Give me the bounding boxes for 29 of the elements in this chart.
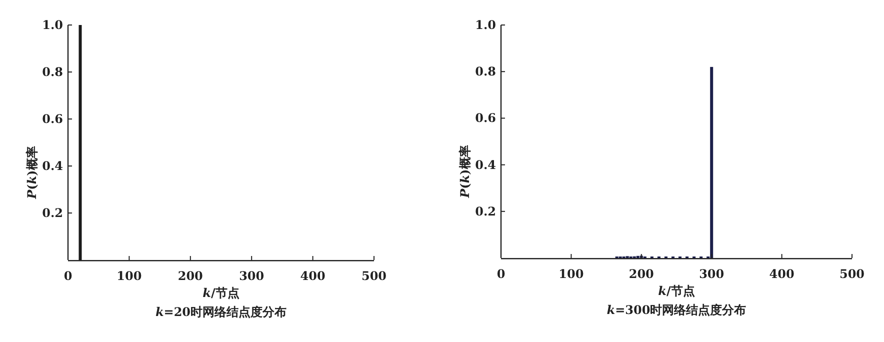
y-tick-label: 0.4 <box>475 158 496 172</box>
x-tick-label: 400 <box>769 267 794 281</box>
text: k=20时网络结点度分布 <box>155 305 287 319</box>
x-tick-label: 400 <box>300 269 326 283</box>
text: k=300时网络结点度分布 <box>606 303 746 317</box>
x-tick-label: 100 <box>116 269 142 283</box>
y-axis-title: P(k)概率 <box>25 146 39 200</box>
x-tick-label: 200 <box>628 267 654 281</box>
y-tick-label: 0.6 <box>475 111 496 126</box>
x-tick-label: 500 <box>361 269 387 283</box>
y-tick-label: 0.8 <box>475 64 496 79</box>
y-tick-label: 1.0 <box>475 18 496 32</box>
x-axis-title: k/节点 <box>658 284 695 298</box>
y-tick-label: 0.2 <box>42 206 63 220</box>
x-tick-label: 500 <box>839 267 865 281</box>
y-tick-label: 0.6 <box>42 112 63 126</box>
x-tick-label: 300 <box>699 267 724 281</box>
x-tick-label: 0 <box>496 267 506 281</box>
x-tick-label: 300 <box>239 269 264 283</box>
bar <box>710 66 714 258</box>
x-tick-label: 200 <box>178 269 203 283</box>
y-tick-label: 1.0 <box>42 18 63 32</box>
x-tick-label: 0 <box>64 269 72 283</box>
y-tick-label: 0.8 <box>42 65 63 79</box>
x-tick-label: 100 <box>558 267 584 281</box>
y-tick-label: 0.4 <box>42 159 63 173</box>
y-tick-label: 0.2 <box>475 204 496 218</box>
y-axis-title: P(k)概率 <box>458 145 472 199</box>
x-axis-title: k/节点 <box>202 286 240 300</box>
